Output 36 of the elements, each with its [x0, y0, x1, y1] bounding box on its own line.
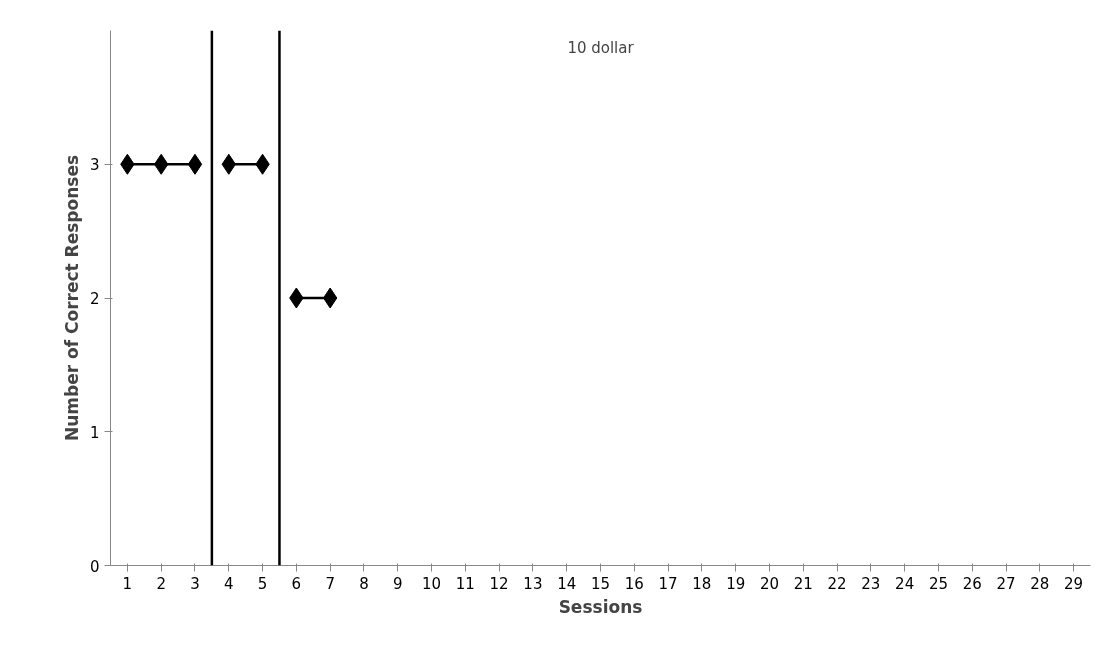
x-tick-label: 17	[658, 574, 678, 593]
x-tick-label: 7	[325, 574, 335, 593]
x-tick-label: 28	[1030, 574, 1050, 593]
x-tick-label: 6	[291, 574, 302, 593]
x-tick-label: 14	[557, 574, 577, 593]
x-tick-label: 25	[928, 574, 948, 593]
x-tick-label: 8	[359, 574, 369, 593]
y-tick-label: 2	[89, 290, 100, 308]
y-tick-label: 1	[89, 423, 100, 442]
x-axis-title: Sessions	[558, 596, 643, 617]
x-tick-label: 16	[624, 574, 644, 593]
y-tick-label: 0	[89, 557, 100, 576]
x-tick-label: 4	[224, 574, 234, 593]
x-tick-label: 24	[895, 574, 915, 593]
x-tick-label: 10	[421, 574, 442, 593]
x-tick-label: 22	[827, 574, 847, 593]
x-tick-label: 2	[156, 574, 166, 593]
x-tick-label: 12	[489, 574, 509, 593]
y-tick-label: 3	[89, 156, 100, 175]
x-tick-label: 21	[793, 574, 813, 593]
x-tick-label: 26	[962, 574, 982, 593]
annotation: 10 dollar	[567, 38, 635, 57]
x-tick-label: 19	[726, 574, 746, 593]
x-tick-label: 3	[190, 574, 200, 593]
y-axis-title: Number of Correct Responses	[61, 154, 82, 442]
x-tick-label: 5	[257, 574, 268, 593]
x-tick-label: 1	[122, 574, 133, 593]
x-tick-label: 27	[996, 574, 1016, 593]
x-tick-label: 15	[590, 574, 611, 593]
x-tick-label: 11	[455, 574, 475, 593]
x-tick-label: 9	[392, 574, 403, 593]
x-tick-label: 29	[1064, 574, 1084, 593]
x-tick-label: 13	[523, 574, 543, 593]
x-tick-label: 18	[692, 574, 712, 593]
x-tick-label: 20	[759, 574, 780, 593]
x-tick-label: 23	[861, 574, 881, 593]
